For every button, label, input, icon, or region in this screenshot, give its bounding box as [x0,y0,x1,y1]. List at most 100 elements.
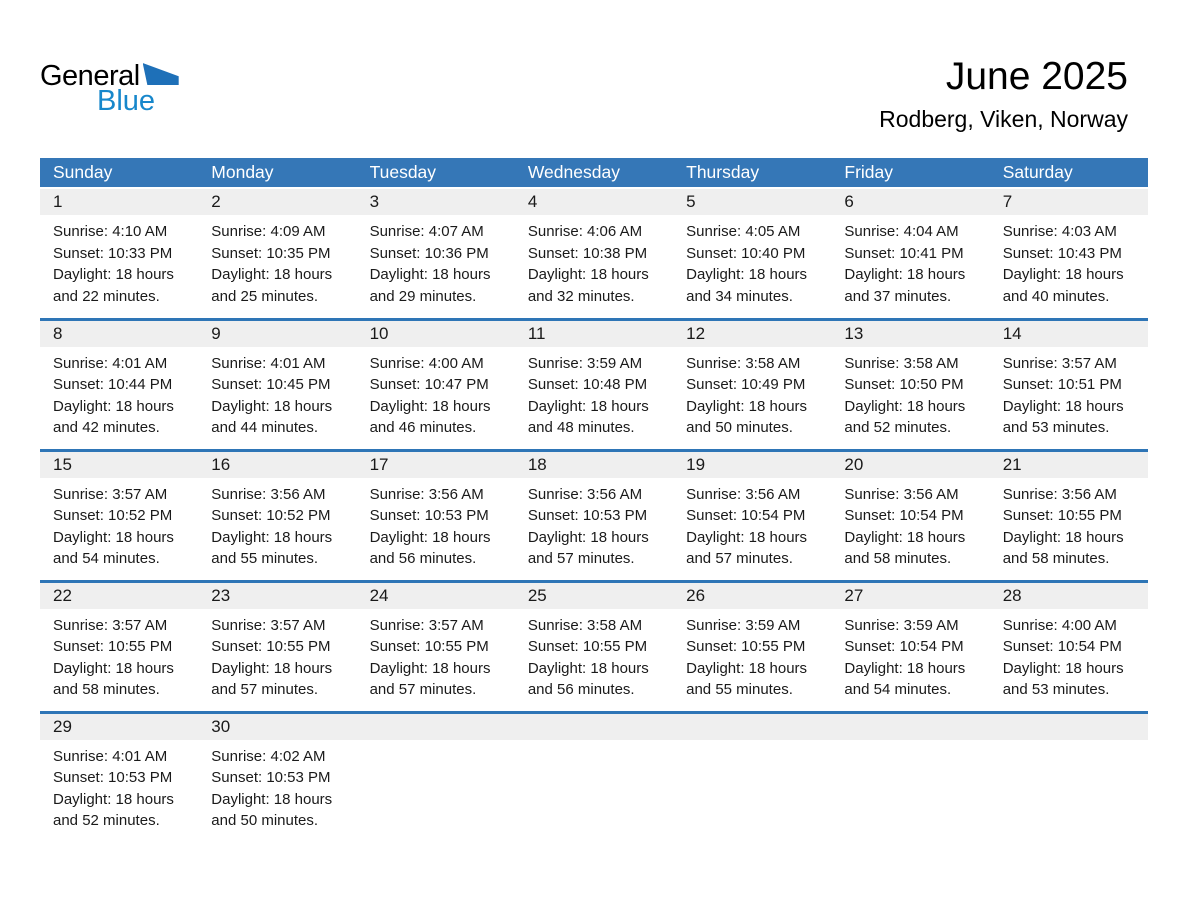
day-cell-4: 4 Sunrise: 4:06 AM Sunset: 10:38 PM Dayligh… [514,188,674,319]
daylight-minutes-text: and 55 minutes. [686,681,793,698]
day-number-band [989,713,1148,740]
daylight-hours-text: Daylight: 18 hours [686,659,808,677]
day-number: 18 [527,454,547,474]
sunset-text: Sunset: 10:45 PM [211,376,331,393]
general-blue-logo: General Blue [40,62,179,116]
day-cell-body: Sunrise: 3:58 AM Sunset: 10:55 PM Daylight… [515,609,673,701]
day-cell-16: 16 Sunrise: 3:56 AM Sunset: 10:52 PM Daylig… [198,450,357,581]
day-number: 26 [686,585,706,605]
daylight-minutes-text: and 42 minutes. [53,419,160,436]
day-cell-19: 19 Sunrise: 3:56 AM Sunset: 10:54 PM Daylig… [673,450,832,581]
day-cell-body: Sunrise: 4:00 AM Sunset: 10:47 PM Daylight… [357,347,515,439]
day-number-band: 1 [40,189,199,215]
day-cell-28: 28 Sunrise: 4:00 AM Sunset: 10:54 PM Daylig… [989,581,1148,712]
day-number-band [356,713,515,740]
page-header: General Blue June 2025 Rodberg, Viken, N… [0,0,1188,136]
day-number-band [831,713,990,740]
day-number-band: 13 [831,320,990,347]
sunset-text: Sunset: 10:44 PM [53,376,173,393]
day-number: 21 [1002,454,1022,474]
daylight-minutes-text: and 34 minutes. [686,287,793,305]
day-cell-18: 18 Sunrise: 3:56 AM Sunset: 10:53 PM Daylig… [514,450,674,581]
sunset-text: Sunset: 10:54 PM [844,638,964,655]
day-cell-body: Sunrise: 3:56 AM Sunset: 10:52 PM Daylight… [198,478,356,570]
day-number-band: 21 [989,451,1148,478]
daylight-hours-text: Daylight: 18 hours [53,266,174,283]
daylight-hours-text: Daylight: 18 hours [1002,659,1124,677]
day-cell-body [990,740,1148,746]
sunset-text: Sunset: 10:49 PM [686,376,806,393]
daylight-hours-text: Daylight: 18 hours [844,528,966,546]
daylight-hours-text: Daylight: 18 hours [53,659,174,677]
daylight-hours-text: Daylight: 18 hours [527,528,649,546]
day-number-band: 22 [40,582,199,609]
sunset-text: Sunset: 10:55 PM [369,638,489,655]
day-cell-2: 2 Sunrise: 4:09 AM Sunset: 10:35 PM Dayligh… [198,188,357,319]
day-cell-body [673,740,831,746]
sunset-text: Sunset: 10:35 PM [211,244,331,262]
daylight-minutes-text: and 22 minutes. [53,287,160,305]
day-number: 3 [369,192,380,211]
sunrise-text: Sunrise: 4:04 AM [844,223,959,240]
weekday-header-monday: Monday [198,158,357,188]
day-cell-29: 29 Sunrise: 4:01 AM Sunset: 10:53 PM Daylig… [40,712,199,843]
day-number: 29 [53,716,72,736]
daylight-hours-text: Daylight: 18 hours [211,266,333,283]
day-cell-body [515,740,673,746]
daylight-minutes-text: and 58 minutes. [1002,550,1110,567]
logo-text-general: General [40,60,140,92]
day-number-band: 27 [831,582,990,609]
day-cell-empty [673,712,832,843]
daylight-minutes-text: and 37 minutes. [844,287,952,305]
sunrise-text: Sunrise: 3:56 AM [211,485,326,503]
sunrise-text: Sunrise: 3:56 AM [369,485,484,503]
day-number-band: 28 [989,582,1148,609]
day-number-band: 24 [356,582,515,609]
day-cell-body: Sunrise: 3:56 AM Sunset: 10:53 PM Daylight… [515,478,673,570]
day-cell-body: Sunrise: 4:07 AM Sunset: 10:36 PM Daylight… [357,215,515,307]
daylight-minutes-text: and 32 minutes. [527,287,635,305]
daylight-hours-text: Daylight: 18 hours [686,528,808,546]
daylight-hours-text: Daylight: 18 hours [369,528,491,546]
day-number-band: 5 [673,189,832,215]
daylight-minutes-text: and 54 minutes. [844,681,952,698]
daylight-minutes-text: and 53 minutes. [1002,681,1110,698]
daylight-hours-text: Daylight: 18 hours [53,528,174,546]
daylight-hours-text: Daylight: 18 hours [211,528,333,546]
day-cell-27: 27 Sunrise: 3:59 AM Sunset: 10:54 PM Daylig… [831,581,990,712]
sunset-text: Sunset: 10:48 PM [527,376,648,393]
sunrise-text: Sunrise: 4:01 AM [211,354,326,372]
day-number-band [514,713,674,740]
day-cell-12: 12 Sunrise: 3:58 AM Sunset: 10:49 PM Daylig… [673,319,832,450]
day-cell-11: 11 Sunrise: 3:59 AM Sunset: 10:48 PM Daylig… [514,319,674,450]
day-number: 25 [527,585,547,605]
day-cell-10: 10 Sunrise: 4:00 AM Sunset: 10:47 PM Daylig… [356,319,515,450]
sunset-text: Sunset: 10:53 PM [211,769,331,786]
sunset-text: Sunset: 10:52 PM [211,507,331,524]
sunrise-text: Sunrise: 3:57 AM [53,485,168,503]
sunrise-text: Sunrise: 4:03 AM [1002,223,1117,240]
day-cell-23: 23 Sunrise: 3:57 AM Sunset: 10:55 PM Daylig… [198,581,357,712]
sunset-text: Sunset: 10:51 PM [1002,376,1122,393]
sunrise-text: Sunrise: 3:59 AM [527,354,643,372]
sunrise-text: Sunrise: 4:01 AM [53,747,168,765]
day-number-band: 4 [514,189,674,215]
title-block: June 2025 Rodberg, Viken, Norway [879,56,1148,133]
day-number: 9 [211,323,221,343]
sunrise-text: Sunrise: 4:00 AM [369,354,484,372]
day-cell-1: 1 Sunrise: 4:10 AM Sunset: 10:33 PM Dayligh… [40,188,199,319]
sunrise-text: Sunrise: 3:59 AM [844,616,959,634]
sunrise-text: Sunrise: 3:58 AM [844,354,959,372]
day-number: 4 [527,192,538,211]
sunset-text: Sunset: 10:43 PM [1002,244,1122,262]
day-number: 8 [53,323,63,343]
day-cell-empty [356,712,515,843]
sunset-text: Sunset: 10:50 PM [844,376,964,393]
sunset-text: Sunset: 10:52 PM [53,507,173,524]
daylight-minutes-text: and 25 minutes. [211,287,319,305]
daylight-minutes-text: and 58 minutes. [844,550,952,567]
day-cell-body: Sunrise: 3:59 AM Sunset: 10:55 PM Daylight… [673,609,831,701]
day-cell-body: Sunrise: 3:56 AM Sunset: 10:55 PM Daylight… [990,478,1148,570]
daylight-minutes-text: and 55 minutes. [211,550,319,567]
sunrise-text: Sunrise: 3:57 AM [1002,354,1117,372]
